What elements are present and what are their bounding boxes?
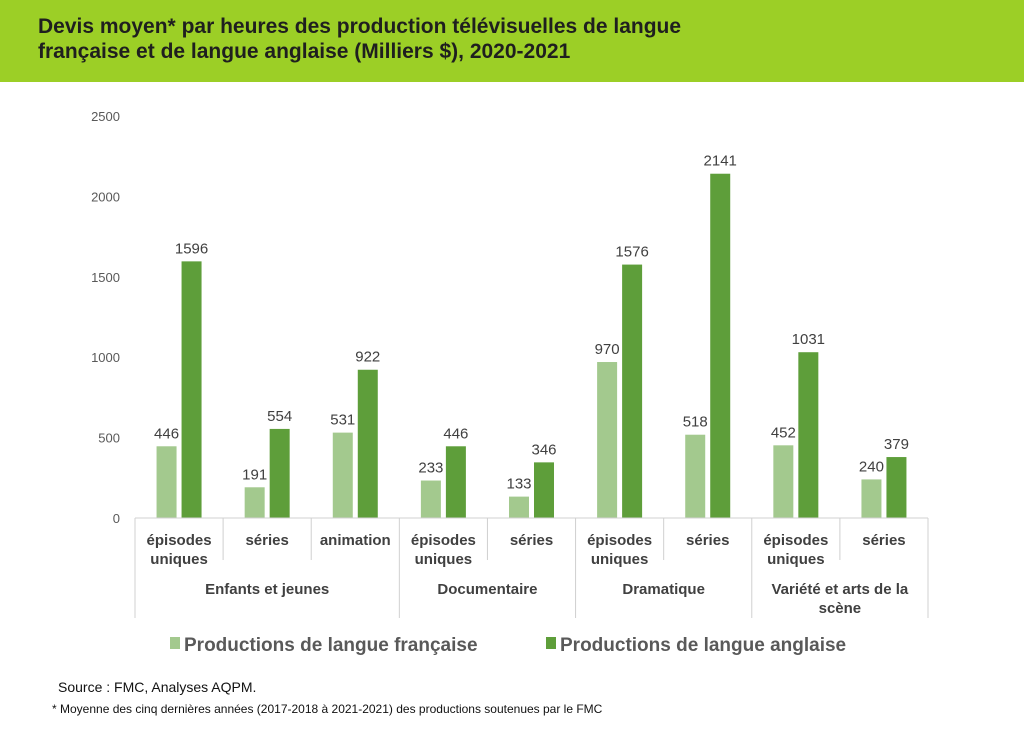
chart-title-line-1: Devis moyen* par heures des production t… — [38, 15, 682, 38]
data-label: 379 — [884, 436, 909, 453]
category-label: séries — [245, 532, 288, 549]
category-label: uniques — [415, 551, 473, 568]
bar-french — [420, 480, 441, 518]
data-label: 191 — [242, 466, 267, 483]
data-label: 518 — [683, 414, 708, 431]
legend-swatch-french — [170, 637, 180, 649]
bar-english — [181, 261, 202, 518]
source-note: Source : FMC, Analyses AQPM. — [58, 679, 257, 695]
bar-english — [534, 462, 554, 518]
chart-title: Devis moyen* par heures des production t… — [38, 14, 998, 64]
category-label: animation — [320, 532, 391, 549]
bar-english — [269, 428, 290, 518]
legend-swatch-english — [546, 637, 556, 649]
bar-english — [445, 446, 466, 518]
legend-label: Productions de langue anglaise — [560, 635, 846, 656]
data-label: 240 — [859, 458, 884, 475]
y-tick-label: 500 — [98, 431, 120, 446]
data-label: 346 — [531, 441, 556, 458]
y-tick-label: 0 — [113, 511, 120, 526]
category-label: épisodes — [763, 532, 828, 549]
legend-label: Productions de langue française — [184, 635, 478, 656]
chart-title-line-2: française et de langue anglaise (Millier… — [38, 40, 571, 63]
data-label: 531 — [330, 412, 355, 429]
group-label: Variété et arts de la — [772, 581, 909, 598]
bar-french — [773, 445, 794, 518]
data-label: 446 — [154, 425, 179, 442]
group-label: Enfants et jeunes — [205, 581, 329, 598]
group-label: Documentaire — [437, 581, 537, 598]
data-label: 1596 — [175, 240, 208, 257]
data-label: 1031 — [792, 331, 825, 348]
bar-english — [357, 369, 378, 518]
data-label: 2141 — [704, 153, 737, 170]
data-label: 133 — [506, 476, 531, 493]
y-tick-label: 2500 — [91, 109, 120, 124]
data-label: 970 — [595, 341, 620, 358]
category-label: séries — [862, 532, 905, 549]
footnote: * Moyenne des cinq dernières années (201… — [52, 702, 603, 716]
category-label: séries — [686, 532, 729, 549]
group-label: Dramatique — [622, 581, 705, 598]
bar-french — [156, 446, 177, 518]
group-label: scène — [819, 600, 862, 617]
data-label: 1576 — [615, 244, 648, 261]
y-tick-label: 1500 — [91, 270, 120, 285]
bar-english — [622, 264, 643, 518]
bar-french — [332, 432, 353, 518]
bar-french — [597, 362, 618, 518]
category-label: uniques — [767, 551, 825, 568]
data-label: 446 — [443, 425, 468, 442]
data-label: 452 — [771, 424, 796, 441]
category-label: uniques — [150, 551, 208, 568]
bar-english — [710, 173, 731, 518]
data-label: 554 — [267, 408, 292, 425]
bar-french — [861, 479, 882, 518]
category-label: épisodes — [147, 532, 212, 549]
bar-english — [798, 352, 819, 518]
bar-chart: 0 500 1000 1500 2000 2500 446 191 531 233 133 970 51… — [91, 109, 929, 656]
data-label: 922 — [355, 349, 380, 366]
bar-french — [509, 496, 529, 518]
category-label: épisodes — [587, 532, 652, 549]
bar-french — [685, 434, 706, 518]
title-band: Devis moyen* par heures des production t… — [0, 0, 1024, 82]
category-label: épisodes — [411, 532, 476, 549]
bar-english — [886, 457, 907, 518]
bar-french — [244, 487, 265, 518]
y-tick-label: 2000 — [91, 189, 120, 204]
data-label: 233 — [418, 460, 443, 477]
category-label: uniques — [591, 551, 649, 568]
category-label: séries — [510, 532, 553, 549]
y-tick-label: 1000 — [91, 350, 120, 365]
